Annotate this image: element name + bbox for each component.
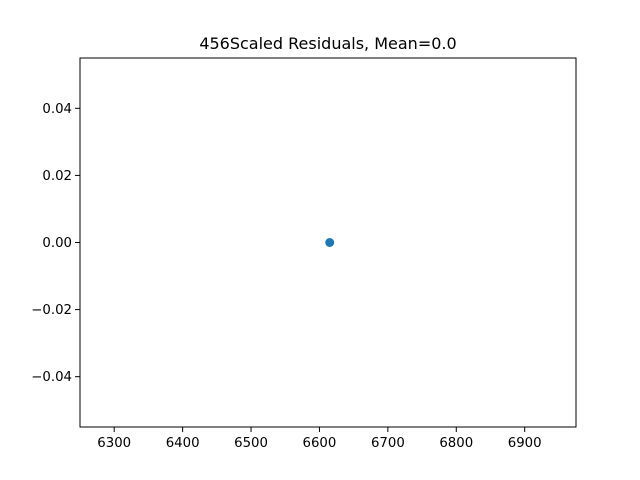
x-tick-label: 6900 [508,436,542,451]
x-tick-label: 6500 [234,436,268,451]
scatter-points [325,238,335,247]
y-tick-label: 0.02 [42,169,72,184]
x-tick-label: 6600 [303,436,337,451]
y-axis: 0.04 0.02 0.00 −0.02 −0.04 [31,102,80,385]
chart-title: 456Scaled Residuals, Mean=0.0 [199,34,456,53]
x-tick-label: 6800 [439,436,473,451]
y-tick-label: −0.04 [31,370,72,385]
x-tick-label: 6700 [371,436,405,451]
plot-frame [79,57,577,428]
scatter-point [325,238,335,247]
y-tick-label: 0.04 [42,102,72,117]
x-axis: 6300 6400 6500 6600 6700 6800 6900 [97,427,542,451]
y-tick-label: 0.00 [42,236,72,251]
x-tick-label: 6300 [97,436,131,451]
x-tick-label: 6400 [166,436,200,451]
y-tick-label: −0.02 [31,303,72,318]
